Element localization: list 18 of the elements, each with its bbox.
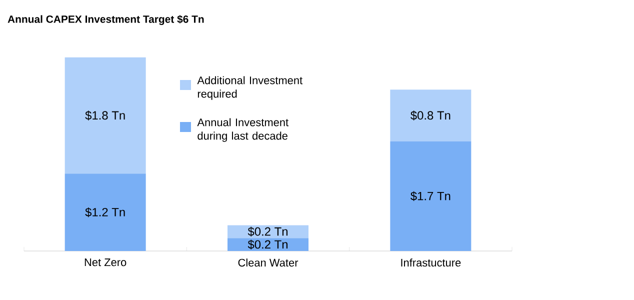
legend-label: Annual Investment during last decade <box>197 118 288 142</box>
bar <box>390 141 472 251</box>
data-label: $1.8 Tn <box>85 110 125 120</box>
x-tick-label: Clean Water <box>238 258 298 267</box>
chart-title: Annual CAPEX Investment Target $6 Tn <box>8 15 204 25</box>
data-label: $0.2 Tn <box>248 240 288 250</box>
data-label: $1.2 Tn <box>85 207 125 218</box>
bar <box>228 225 309 238</box>
bar <box>64 57 146 174</box>
bar <box>390 90 472 142</box>
data-label: $0.8 Tn <box>410 110 450 120</box>
data-label: $0.2 Tn <box>248 226 288 236</box>
x-tick-label: Infrastucture <box>401 258 461 267</box>
bar <box>64 174 146 251</box>
bar <box>228 238 309 251</box>
x-tick-label: Net Zero <box>84 258 126 266</box>
data-label: $1.7 Tn <box>410 191 450 201</box>
legend-label: Additional Investment required <box>197 76 302 100</box>
